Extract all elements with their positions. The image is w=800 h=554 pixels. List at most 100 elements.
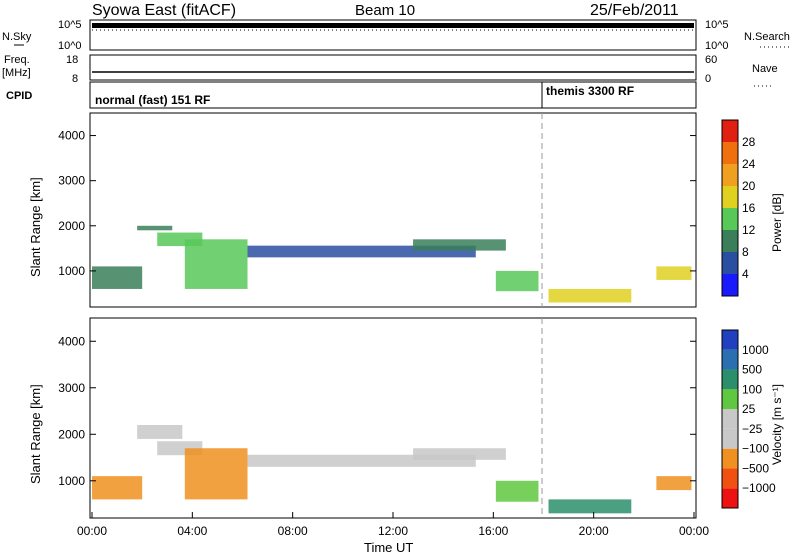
cpid-mode-normal: normal (fast) 151 RF — [95, 93, 210, 107]
velocity-colorbar: 1000 500 100 25 −25 −100 −500 −1000 — [721, 329, 776, 509]
velocity-region — [548, 499, 632, 514]
velocity-colorbar-label: Velocity [m s⁻¹] — [770, 384, 784, 465]
velocity-colorbar-cell — [722, 409, 738, 429]
nsearch-label: N.Search — [744, 31, 790, 43]
velocity-xtick-label: 00:00 — [77, 524, 107, 538]
freq-unit: [MHz] — [2, 67, 31, 79]
nsky-panel: N.Sky 10^5 10^0 10^5 10^0 N.Search — [2, 19, 790, 52]
velocity-region — [413, 448, 506, 460]
velocity-colorbar-cell — [722, 428, 738, 449]
velocity-xtick-label: 12:00 — [378, 524, 408, 538]
power-heatmap — [92, 225, 692, 303]
power-y-ticks: 1000 2000 3000 4000 — [58, 129, 696, 278]
velocity-colorbar-cell — [722, 330, 738, 350]
velocity-ytick-label: 4000 — [58, 334, 85, 348]
velocity-xtick-label: 04:00 — [177, 524, 207, 538]
power-colorbar-cell — [722, 164, 738, 186]
velocity-heatmap — [92, 424, 692, 514]
velocity-colorbar-tick: −1000 — [742, 481, 776, 495]
power-colorbar-tick: 16 — [742, 201, 756, 215]
velocity-colorbar-cell — [722, 488, 738, 508]
power-colorbar-cell — [722, 186, 738, 208]
velocity-xtick-label: 00:00 — [679, 524, 709, 538]
power-colorbar-tick: 8 — [742, 245, 749, 259]
velocity-colorbar-cell — [722, 389, 738, 410]
velocity-colorbar-tick: 100 — [742, 382, 762, 396]
power-colorbar-tick: 28 — [742, 135, 756, 149]
power-colorbar-cell — [722, 274, 738, 296]
velocity-ytick-label: 1000 — [58, 474, 85, 488]
power-colorbar-tick: 12 — [742, 223, 756, 237]
power-region — [92, 266, 143, 289]
power-ytick-label: 1000 — [58, 264, 85, 278]
power-colorbar-cell — [722, 252, 738, 274]
nsky-trace — [92, 23, 694, 28]
velocity-colorbar-cell — [722, 349, 738, 370]
power-panel: 1000 2000 3000 4000 Slant Range [km] 4 8 12 16… — [28, 112, 784, 308]
velocity-x-ticks: 00:00 04:00 08:00 12:00 16:00 20:00 00:00 — [77, 512, 709, 538]
velocity-region — [92, 476, 143, 500]
date-title: 25/Feb/2011 — [590, 2, 679, 19]
beam-title: Beam 10 — [355, 2, 415, 19]
nave-tick-top: 60 — [705, 54, 717, 66]
cpid-panel: CPID normal (fast) 151 RF themis 3300 RF — [6, 81, 697, 109]
velocity-region — [184, 448, 248, 500]
freq-tick-bottom: 8 — [72, 73, 78, 85]
power-colorbar-tick: 4 — [742, 267, 749, 281]
velocity-colorbar-tick: −500 — [742, 461, 769, 475]
velocity-panel: 1000 2000 3000 4000 00:00 04:00 08:00 12:00 16:… — [28, 317, 784, 554]
nave-tick-bottom: 0 — [705, 73, 711, 85]
power-colorbar-cell — [722, 208, 738, 230]
power-colorbar-cell — [722, 230, 738, 252]
velocity-colorbar-cell — [722, 448, 738, 469]
velocity-region — [137, 424, 183, 439]
velocity-colorbar-cell — [722, 369, 738, 390]
nave-label: Nave — [752, 63, 778, 75]
freq-tick-top: 18 — [66, 54, 78, 66]
power-region — [184, 239, 248, 289]
freq-panel: Freq. [MHz] 18 8 60 0 Nave — [2, 54, 778, 87]
velocity-xtick-label: 08:00 — [278, 524, 308, 538]
velocity-ytick-label: 2000 — [58, 427, 85, 441]
velocity-colorbar-tick: −25 — [742, 422, 763, 436]
power-ytick-label: 3000 — [58, 174, 85, 188]
nsky-label: N.Sky — [2, 31, 32, 43]
power-region — [495, 270, 539, 292]
cpid-label: CPID — [6, 90, 32, 102]
power-colorbar-tick: 24 — [742, 157, 756, 171]
power-colorbar-cell — [722, 142, 738, 164]
nsky-tick-top: 10^5 — [58, 19, 82, 31]
power-ytick-label: 2000 — [58, 219, 85, 233]
power-region — [413, 239, 506, 251]
power-colorbar: 4 8 12 16 20 24 28 — [721, 119, 756, 297]
velocity-region — [495, 480, 539, 502]
power-region — [656, 266, 692, 280]
velocity-xtick-label: 16:00 — [478, 524, 508, 538]
velocity-xtick-label: 20:00 — [579, 524, 609, 538]
velocity-colorbar-tick: 500 — [742, 363, 762, 377]
velocity-colorbar-tick: 1000 — [742, 343, 769, 357]
velocity-xlabel: Time UT — [364, 540, 413, 554]
power-region — [247, 245, 476, 258]
station-title: Syowa East (fitACF) — [92, 2, 236, 19]
velocity-colorbar-cell — [722, 468, 738, 489]
freq-label: Freq. — [4, 54, 30, 66]
power-colorbar-cell — [722, 120, 738, 142]
power-region — [548, 288, 632, 303]
nsky-tick-bottom: 10^0 — [58, 40, 82, 52]
velocity-colorbar-tick: 25 — [742, 402, 756, 416]
power-region — [137, 225, 173, 231]
nsearch-tick-bottom: 10^0 — [705, 40, 729, 52]
power-colorbar-label: Power [dB] — [770, 193, 784, 252]
velocity-ytick-label: 3000 — [58, 381, 85, 395]
velocity-colorbar-tick: −100 — [742, 442, 769, 456]
velocity-ylabel: Slant Range [km] — [28, 384, 43, 484]
nsearch-tick-top: 10^5 — [705, 19, 729, 31]
power-ytick-label: 4000 — [58, 129, 85, 143]
cpid-mode-themis: themis 3300 RF — [546, 84, 634, 98]
velocity-region — [656, 476, 692, 491]
power-ylabel: Slant Range [km] — [28, 177, 43, 277]
power-colorbar-tick: 20 — [742, 179, 756, 193]
velocity-y-ticks: 1000 2000 3000 4000 — [58, 334, 696, 488]
